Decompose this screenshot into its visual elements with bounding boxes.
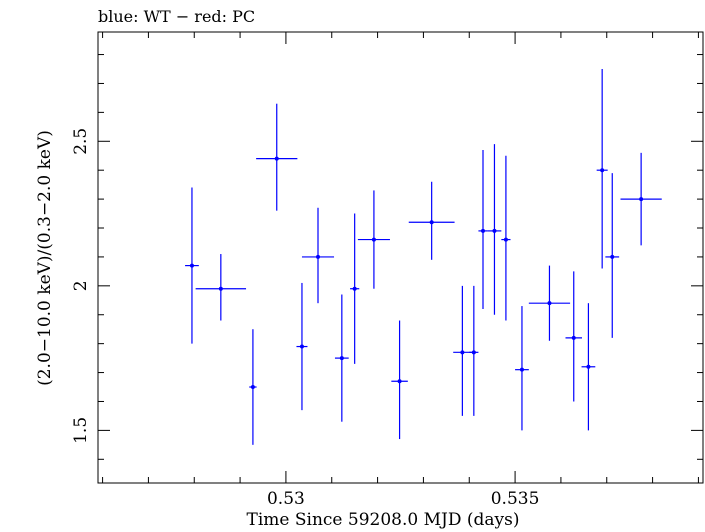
data-point: [316, 254, 320, 259]
data-point: [189, 263, 194, 268]
data-point: [571, 335, 576, 340]
data-point: [481, 228, 485, 233]
data-point: [600, 168, 605, 173]
data-point: [352, 286, 357, 291]
data-point: [218, 286, 223, 291]
data-point: [492, 228, 497, 233]
data-point: [299, 344, 304, 349]
y-axis-label: (2.0−10.0 keV)/(0.3−2.0 keV): [35, 130, 55, 386]
data-point: [519, 367, 524, 372]
x-tick-label: 0.53: [267, 489, 305, 509]
data-point: [274, 156, 279, 161]
data-point: [250, 385, 255, 390]
y-tick-label: 1.5: [71, 417, 91, 444]
data-point: [460, 350, 465, 355]
axis-ticks: [98, 32, 703, 483]
data-point: [586, 364, 591, 369]
data-point: [471, 350, 476, 355]
chart-title: blue: WT − red: PC: [98, 7, 255, 26]
data-point: [397, 379, 402, 384]
data-point: [339, 356, 344, 361]
data-point: [371, 237, 376, 242]
axis-tick-labels: 0.53 0.535 1.5 2 2.5: [71, 128, 539, 509]
data-point: [503, 237, 508, 242]
y-tick-label: 2.5: [71, 128, 91, 155]
data-point: [429, 220, 434, 225]
x-tick-label: 0.535: [491, 489, 540, 509]
plot-frame: [97, 31, 704, 484]
data-series-wt: [185, 69, 662, 445]
x-axis-label: Time Since 59208.0 MJD (days): [247, 510, 520, 530]
data-point: [547, 301, 552, 306]
y-tick-label: 2: [71, 280, 91, 291]
data-point: [639, 197, 644, 202]
data-point: [610, 254, 615, 259]
